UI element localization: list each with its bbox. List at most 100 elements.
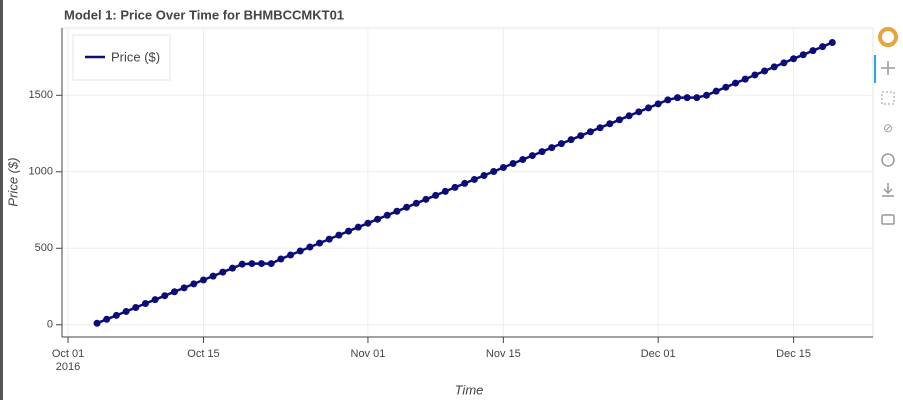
price-marker bbox=[190, 280, 198, 288]
price-marker bbox=[654, 100, 662, 108]
price-marker bbox=[625, 112, 633, 120]
price-marker bbox=[567, 136, 575, 144]
price-marker bbox=[635, 108, 643, 116]
price-marker bbox=[490, 167, 498, 175]
price-marker bbox=[557, 140, 565, 148]
x-tick-label: Nov 15 bbox=[485, 348, 521, 360]
price-marker bbox=[422, 195, 430, 203]
price-marker bbox=[519, 156, 527, 164]
price-marker bbox=[741, 75, 749, 83]
price-marker bbox=[209, 272, 217, 280]
price-marker bbox=[287, 251, 295, 259]
price-marker bbox=[693, 94, 701, 102]
price-marker bbox=[761, 67, 769, 75]
box-zoom-tool[interactable] bbox=[881, 91, 895, 105]
price-marker bbox=[393, 207, 401, 215]
x-tick-label: Oct 01 2016 bbox=[51, 348, 85, 373]
x-axis-label: Time bbox=[455, 382, 484, 397]
price-marker bbox=[480, 171, 488, 179]
legend: Price ($) bbox=[72, 34, 171, 81]
price-marker bbox=[335, 231, 343, 239]
price-marker bbox=[586, 128, 594, 136]
active-tool-indicator bbox=[874, 55, 876, 83]
price-marker bbox=[112, 311, 120, 319]
price-marker bbox=[258, 260, 266, 268]
price-marker bbox=[354, 223, 362, 231]
price-marker bbox=[345, 227, 353, 235]
x-tick-label: Dec 15 bbox=[776, 348, 811, 360]
logo bbox=[878, 27, 898, 47]
price-marker bbox=[180, 284, 188, 292]
price-marker bbox=[809, 47, 817, 55]
price-marker bbox=[93, 319, 101, 327]
price-marker bbox=[499, 164, 507, 172]
price-marker bbox=[615, 116, 623, 124]
price-marker bbox=[548, 144, 556, 152]
price-marker bbox=[383, 211, 391, 219]
price-marker bbox=[267, 260, 275, 268]
price-marker bbox=[528, 152, 536, 160]
price-marker bbox=[799, 51, 807, 59]
price-marker bbox=[141, 299, 149, 307]
price-marker bbox=[248, 260, 256, 268]
price-marker bbox=[596, 124, 604, 132]
price-marker bbox=[219, 268, 227, 276]
price-marker bbox=[403, 203, 411, 211]
hover-tool[interactable] bbox=[881, 214, 895, 225]
price-marker bbox=[819, 43, 827, 51]
price-marker bbox=[780, 59, 788, 67]
price-marker bbox=[151, 296, 159, 304]
price-marker bbox=[441, 187, 449, 195]
x-tick-label: Oct 15 bbox=[187, 348, 220, 360]
price-marker bbox=[664, 96, 672, 104]
wheel-zoom-tool[interactable]: ⊘ bbox=[883, 121, 893, 135]
price-marker bbox=[703, 91, 711, 99]
price-marker bbox=[296, 247, 304, 255]
y-tick-label: 500 bbox=[35, 242, 53, 254]
price-marker bbox=[683, 94, 691, 102]
y-tick-label: 0 bbox=[47, 319, 53, 331]
price-marker bbox=[374, 215, 382, 223]
price-marker bbox=[325, 235, 333, 243]
price-marker bbox=[461, 179, 469, 187]
reset-tool[interactable] bbox=[881, 153, 895, 167]
chart-title: Model 1: Price Over Time for BHMBCCMKT01 bbox=[64, 7, 344, 22]
price-marker bbox=[509, 160, 517, 168]
price-marker bbox=[577, 132, 585, 140]
price-marker bbox=[412, 199, 420, 207]
price-marker bbox=[229, 264, 237, 272]
price-marker bbox=[732, 79, 740, 87]
save-tool[interactable] bbox=[882, 183, 894, 197]
price-marker bbox=[316, 239, 324, 247]
price-marker bbox=[828, 39, 836, 47]
toolbar: ⊘ bbox=[874, 27, 898, 225]
y-tick-label: 1500 bbox=[29, 89, 53, 101]
price-marker bbox=[277, 255, 285, 263]
x-tick-label: Nov 01 bbox=[350, 348, 386, 360]
price-marker bbox=[712, 87, 720, 95]
price-marker bbox=[122, 307, 130, 315]
price-marker bbox=[132, 303, 140, 311]
price-marker bbox=[364, 219, 372, 227]
price-marker bbox=[161, 292, 169, 300]
price-marker bbox=[199, 276, 207, 284]
price-marker bbox=[790, 55, 798, 63]
price-marker bbox=[238, 260, 246, 268]
pan-tool[interactable] bbox=[881, 61, 895, 75]
price-marker bbox=[722, 83, 730, 91]
price-marker bbox=[470, 175, 478, 183]
price-marker bbox=[306, 243, 314, 251]
price-marker bbox=[751, 71, 759, 79]
price-marker bbox=[644, 104, 652, 112]
y-tick-label: 1000 bbox=[29, 166, 53, 178]
price-marker bbox=[170, 288, 178, 296]
price-marker bbox=[432, 191, 440, 199]
price-marker bbox=[674, 94, 682, 102]
price-marker bbox=[538, 148, 546, 156]
price-marker bbox=[451, 183, 459, 191]
price-marker bbox=[770, 63, 778, 71]
price-marker bbox=[606, 120, 614, 128]
y-axis-label: Price ($) bbox=[5, 157, 20, 206]
